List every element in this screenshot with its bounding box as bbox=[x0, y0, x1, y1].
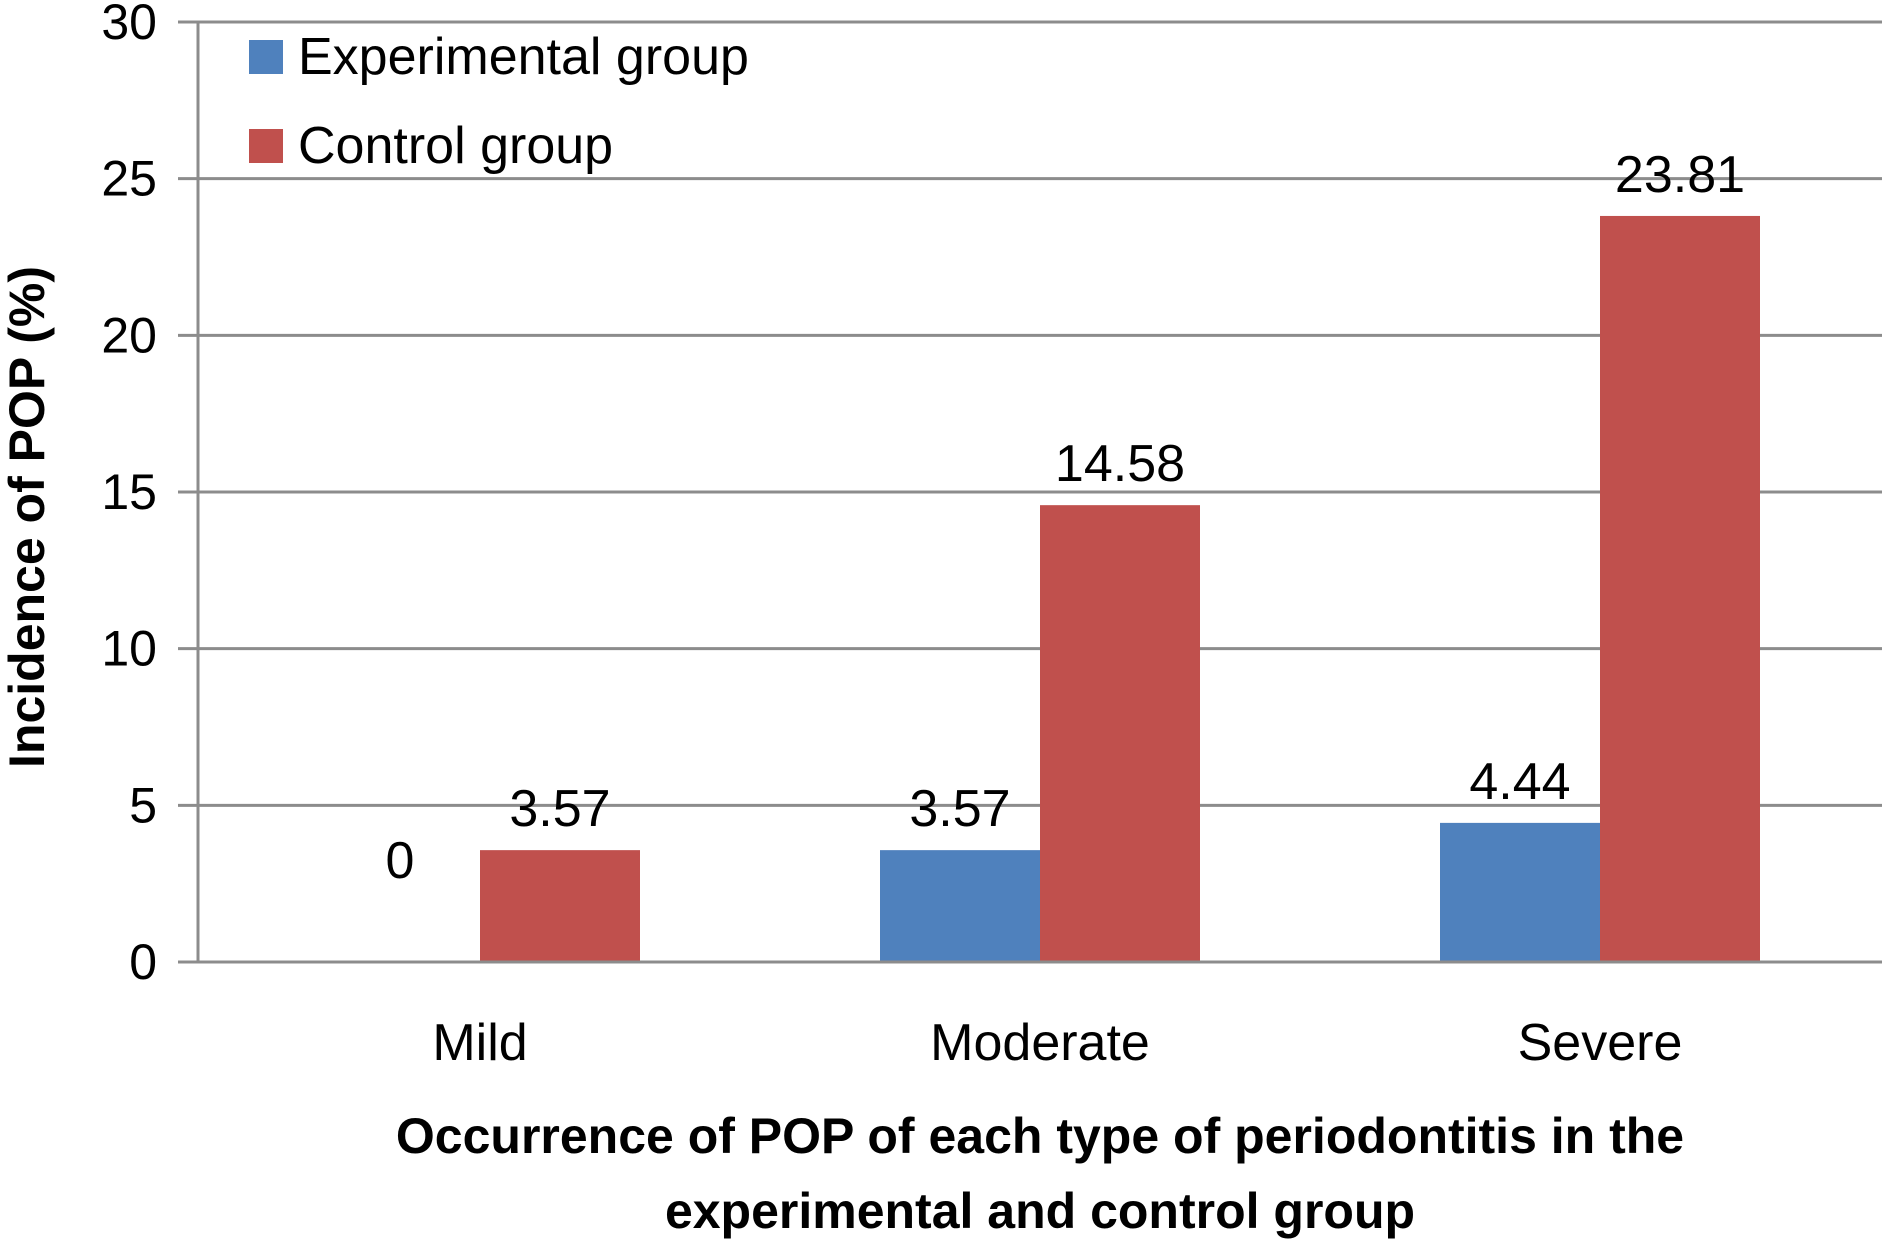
data-label: 14.58 bbox=[1055, 435, 1185, 493]
category-label: Mild bbox=[432, 1014, 527, 1072]
bar-control-severe bbox=[1600, 215, 1760, 962]
x-axis-title-line-1: Occurrence of POP of each type of period… bbox=[396, 1108, 1684, 1164]
bar-experimental-severe bbox=[1440, 822, 1600, 962]
x-axis-title-line-2: experimental and control group bbox=[665, 1183, 1415, 1239]
y-tick-label: 0 bbox=[129, 934, 157, 990]
y-tick-label: 30 bbox=[101, 0, 157, 50]
bar-control-mild bbox=[480, 850, 640, 962]
data-label: 3.57 bbox=[909, 780, 1010, 838]
y-tick-labels: 0 5 10 15 20 25 30 bbox=[101, 0, 157, 990]
category-labels: Mild Moderate Severe bbox=[432, 1014, 1682, 1072]
data-labels: 0 3.57 3.57 14.58 4.44 23.81 bbox=[386, 146, 1746, 890]
y-tick-label: 15 bbox=[101, 464, 157, 520]
bar-experimental-moderate bbox=[880, 850, 1040, 962]
axes bbox=[196, 22, 1882, 964]
y-tick-label: 10 bbox=[101, 621, 157, 677]
data-label: 4.44 bbox=[1469, 753, 1570, 811]
data-label: 3.57 bbox=[509, 780, 610, 838]
y-tick-label: 5 bbox=[129, 777, 157, 833]
y-tick-label: 20 bbox=[101, 307, 157, 363]
data-label: 0 bbox=[386, 832, 415, 890]
bar-control-moderate bbox=[1040, 505, 1200, 962]
category-label: Moderate bbox=[930, 1014, 1150, 1072]
legend-label-control: Control group bbox=[298, 117, 613, 175]
legend-label-experimental: Experimental group bbox=[298, 28, 749, 86]
category-label: Severe bbox=[1518, 1014, 1683, 1072]
legend: Experimental group Control group bbox=[249, 28, 749, 175]
legend-swatch-experimental bbox=[249, 40, 283, 74]
legend-swatch-control bbox=[249, 129, 283, 163]
y-tick-label: 25 bbox=[101, 151, 157, 207]
y-axis-title: Incidence of POP (%) bbox=[0, 266, 55, 768]
bars bbox=[480, 215, 1760, 962]
data-label: 23.81 bbox=[1615, 146, 1745, 204]
